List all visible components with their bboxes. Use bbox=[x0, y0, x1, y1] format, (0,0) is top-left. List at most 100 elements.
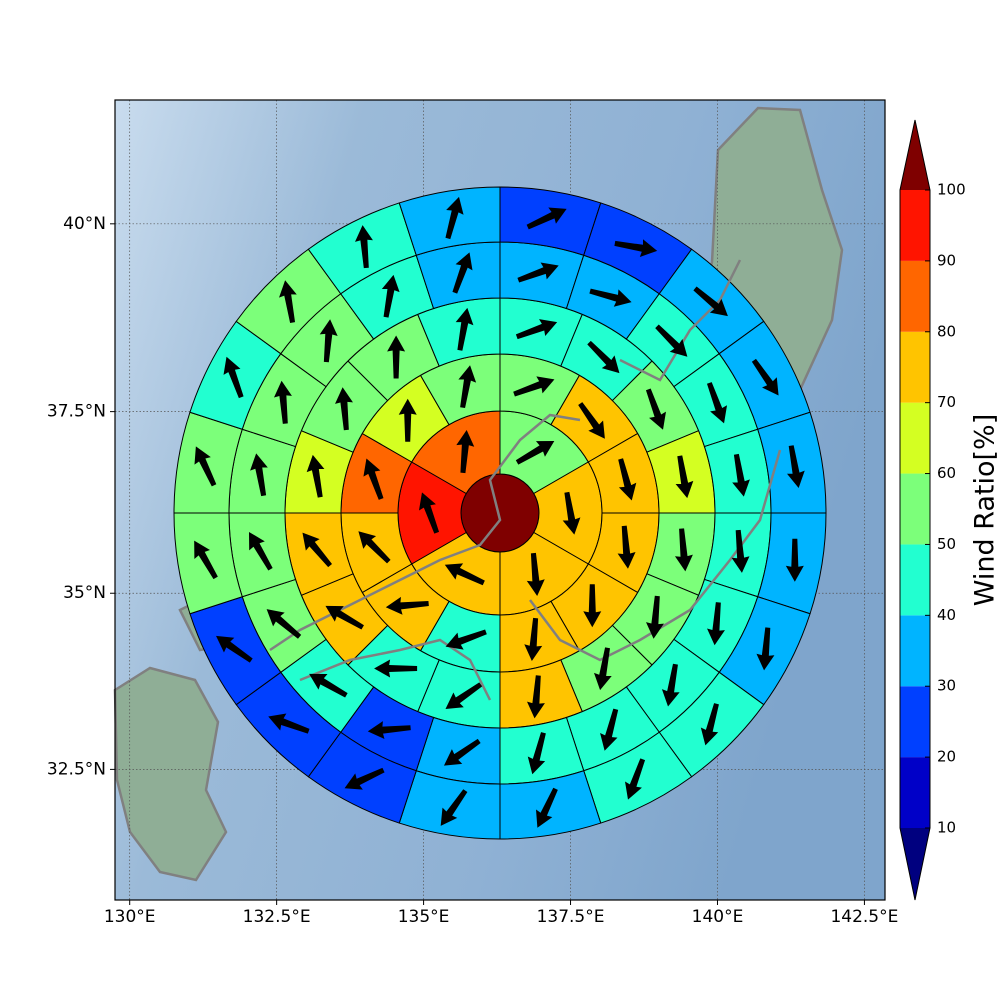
wind-arrow bbox=[593, 647, 612, 691]
colorbar-swatch bbox=[900, 615, 930, 687]
wind-arrow bbox=[455, 307, 474, 351]
wind-arrow bbox=[515, 319, 558, 340]
wind-arrow bbox=[787, 445, 805, 488]
wind-arrow bbox=[445, 629, 487, 650]
wind-arrow bbox=[381, 274, 400, 318]
wind-arrow bbox=[268, 713, 310, 734]
wind-arrow bbox=[398, 398, 417, 442]
wind-arrow bbox=[756, 627, 775, 671]
wind-arrow bbox=[385, 596, 429, 615]
wind-arrows bbox=[194, 196, 805, 828]
y-tick-label: 32.5°N bbox=[47, 759, 106, 779]
wind-arrow bbox=[655, 324, 688, 357]
wind-arrow bbox=[700, 703, 719, 746]
wind-arrow bbox=[536, 787, 558, 828]
wind-arrow bbox=[302, 532, 333, 568]
wind-arrow bbox=[216, 635, 253, 663]
colorbar-tick-label: 40 bbox=[937, 606, 956, 624]
colorbar-tick-label: 80 bbox=[937, 322, 956, 340]
colorbar-tick-label: 30 bbox=[937, 677, 956, 695]
wind-arrow bbox=[458, 365, 477, 409]
wind-arrow bbox=[363, 458, 384, 500]
wind-arrow bbox=[707, 602, 725, 646]
wind-arrow bbox=[661, 663, 680, 707]
colorbar-swatch bbox=[900, 757, 930, 828]
wind-arrow bbox=[279, 280, 297, 324]
wind-arrow bbox=[517, 262, 559, 283]
plot-frame bbox=[114, 99, 886, 901]
y-tick-label: 40°N bbox=[63, 214, 106, 234]
wind-arrow bbox=[515, 440, 555, 465]
wind-arrow bbox=[325, 605, 364, 630]
x-tick-label: 135°E bbox=[398, 907, 450, 927]
wind-arrow bbox=[309, 673, 348, 698]
colorbar-tick-label: 100 bbox=[937, 181, 966, 199]
wind-arrow bbox=[587, 340, 620, 374]
wind-arrow bbox=[266, 609, 302, 639]
wind-arrow bbox=[335, 387, 353, 431]
wind-arrow bbox=[452, 252, 473, 294]
wind-arrow bbox=[367, 721, 411, 740]
wind-arrow bbox=[527, 732, 546, 775]
colorbar-tick-label: 20 bbox=[937, 748, 956, 766]
wind-arrow bbox=[223, 356, 244, 399]
wind-arrow bbox=[273, 380, 292, 424]
wind-arrow bbox=[248, 531, 273, 571]
colorbar-tick-label: 90 bbox=[937, 251, 956, 269]
wind-arrow bbox=[600, 708, 619, 751]
colorbar: 10 20 30 40 50 60 70 80 90 100 bbox=[899, 119, 966, 901]
colorbar-tick-label: 60 bbox=[937, 464, 956, 482]
wind-arrow bbox=[562, 491, 581, 535]
wind-arrow bbox=[785, 538, 804, 582]
wind-arrow bbox=[614, 239, 658, 257]
wind-arrow bbox=[675, 455, 694, 499]
y-tick-label: 37.5°N bbox=[47, 402, 106, 422]
x-tick-label: 140°E bbox=[692, 907, 744, 927]
wind-arrow bbox=[526, 552, 545, 596]
colorbar-swatch bbox=[900, 331, 930, 403]
colorbar-swatch bbox=[900, 473, 930, 545]
wind-arrow bbox=[618, 458, 637, 501]
wind-arrow bbox=[732, 453, 750, 497]
colorbar-swatch bbox=[900, 260, 930, 332]
x-tick-label: 142.5°E bbox=[830, 907, 898, 927]
wind-arrow bbox=[751, 358, 779, 396]
wind-arrow bbox=[319, 319, 338, 363]
colorbar-swatch bbox=[900, 190, 930, 261]
wind-arrow bbox=[456, 430, 475, 474]
wind-arrow bbox=[194, 540, 218, 580]
wind-arrow bbox=[731, 529, 750, 573]
wind-arrow bbox=[645, 388, 666, 430]
wind-arrow bbox=[374, 659, 418, 678]
coastline bbox=[269, 259, 782, 701]
wind-arrow bbox=[443, 738, 481, 766]
wind-arrow bbox=[444, 563, 485, 586]
wind-arrow bbox=[250, 453, 268, 497]
x-tick-label: 132.5°E bbox=[243, 907, 311, 927]
wind-arrow bbox=[645, 595, 664, 639]
wind-arrow bbox=[589, 288, 632, 307]
wind-arrow bbox=[194, 446, 217, 487]
colorbar-over bbox=[900, 120, 930, 190]
wind-arrow bbox=[344, 767, 385, 790]
wind-arrow bbox=[513, 376, 555, 397]
wind-arrow bbox=[706, 382, 728, 424]
wind-arrow bbox=[440, 789, 468, 826]
wind-arrow bbox=[358, 531, 391, 564]
colorbar-tick-label: 50 bbox=[937, 535, 956, 553]
colorbar-tick-label: 70 bbox=[937, 393, 956, 411]
wind-arrow bbox=[693, 286, 728, 317]
wind-arrow bbox=[617, 525, 636, 569]
wind-arrow bbox=[526, 207, 567, 230]
wind-arrow bbox=[445, 682, 483, 710]
colorbar-label: Wind Ratio[%] bbox=[970, 414, 1000, 606]
wind-arrow bbox=[578, 402, 605, 439]
y-tick-label: 35°N bbox=[63, 583, 106, 603]
wind-arrow bbox=[445, 196, 464, 240]
wind-arrow bbox=[354, 225, 373, 269]
wind-arrow bbox=[674, 528, 693, 572]
x-tick-label: 130°E bbox=[104, 907, 156, 927]
colorbar-under bbox=[900, 828, 930, 900]
wind-arrow bbox=[306, 454, 325, 498]
